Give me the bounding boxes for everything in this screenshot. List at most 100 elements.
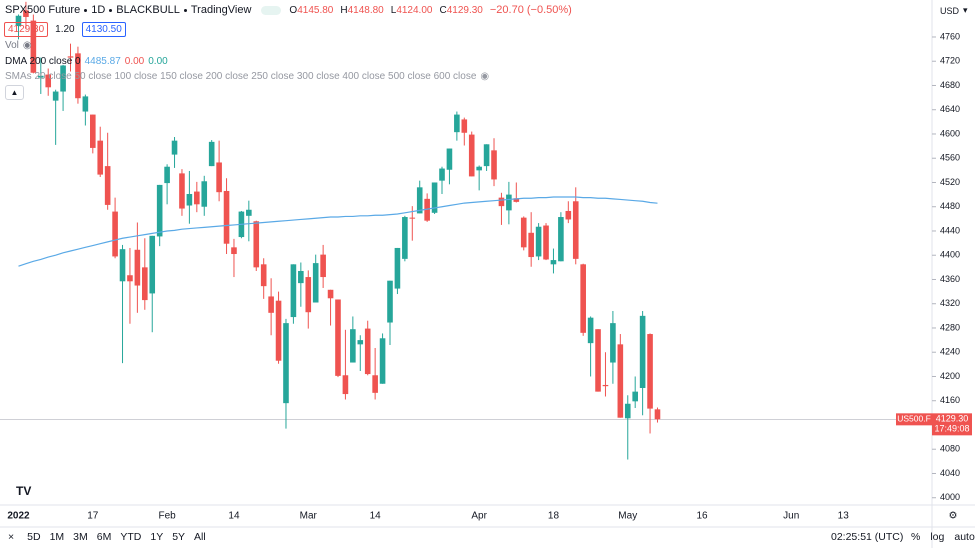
clock: 02:25:51 (UTC) — [831, 531, 904, 543]
indicator-name: DMA 200 close 0 — [5, 56, 81, 67]
candle-body — [90, 114, 96, 148]
x-tick-label: Jun — [783, 511, 799, 522]
countdown: 17:49:08 — [934, 424, 969, 434]
candle-body — [357, 340, 364, 345]
candle-body — [179, 173, 185, 209]
candle-body — [461, 119, 468, 133]
candle-body — [654, 409, 661, 420]
logo: TV — [16, 484, 31, 498]
range-button[interactable]: 1Y — [150, 531, 164, 543]
candle-body — [112, 211, 118, 257]
range-button[interactable]: 6M — [96, 531, 112, 543]
indicator-name: Vol — [5, 40, 19, 51]
candle-body — [305, 277, 312, 313]
y-tick-label: 4680 — [940, 80, 960, 90]
x-tick-label: 17 — [87, 511, 99, 522]
x-tick-label: 16 — [696, 511, 708, 522]
candle-body — [394, 247, 401, 289]
indicator[interactable]: DMA 200 close 0 4485.87 0.00 0.00 — [5, 56, 168, 67]
ohlc-value: 4124.00 — [396, 4, 433, 16]
ohlc-key: O — [289, 4, 298, 16]
x-tick-label: Feb — [158, 511, 176, 522]
plot — [0, 1, 932, 460]
candle-body — [520, 217, 527, 248]
price-symbol-box — [896, 413, 932, 426]
candle-body — [431, 182, 438, 213]
x-tick-label: Apr — [471, 511, 487, 522]
y-tick-label: 4000 — [940, 492, 960, 502]
candle-body — [468, 134, 475, 177]
range-button[interactable]: 5Y — [172, 531, 186, 543]
candle-body — [595, 329, 601, 392]
candle-body — [23, 10, 29, 17]
candle-body — [208, 141, 215, 167]
candle-body — [149, 235, 156, 294]
candle-body — [75, 53, 81, 99]
interval[interactable]: 1D — [91, 4, 106, 16]
expand[interactable]: × — [8, 531, 15, 543]
candle-body — [624, 403, 631, 419]
candle-body — [119, 249, 126, 282]
candle-body — [558, 217, 564, 262]
settings-icon[interactable]: ⚙ — [949, 511, 958, 522]
status-toggle[interactable] — [261, 5, 282, 15]
price-symbol: US500.F — [897, 414, 931, 424]
collapse-button[interactable]: ▲ — [5, 85, 24, 100]
candle-body — [216, 162, 222, 193]
y-tick-label: 4520 — [940, 177, 960, 187]
ask[interactable]: 4130.50 — [81, 22, 126, 37]
candle-body — [290, 264, 297, 318]
range-button[interactable]: All — [194, 531, 206, 543]
currency[interactable]: USD ▾ — [940, 5, 968, 16]
candle-body — [231, 247, 237, 255]
ohlc-key: L — [390, 4, 397, 16]
candle-body — [52, 91, 59, 101]
scale-bar: % log auto — [911, 530, 975, 544]
range-button[interactable]: 1M — [49, 531, 65, 543]
range-button[interactable]: YTD — [120, 531, 142, 543]
y-tick-label: 4320 — [940, 298, 960, 308]
candle-body — [550, 260, 557, 265]
candle-body — [320, 254, 326, 278]
scale-button[interactable]: auto — [954, 531, 975, 543]
range-bar: × 5D 1M 3M 6M YTD 1Y 5Y All — [8, 530, 211, 544]
eye-icon[interactable]: ◉ — [480, 71, 490, 82]
y-tick-label: 4560 — [940, 153, 960, 163]
candle-body — [587, 317, 594, 344]
eye-icon[interactable]: ◉ — [22, 40, 32, 51]
range-button[interactable]: 3M — [73, 531, 88, 543]
candle-body — [298, 270, 304, 284]
scale-button[interactable]: log — [930, 531, 945, 543]
candle-body — [60, 65, 66, 92]
candle-body — [498, 197, 505, 207]
candle-body — [275, 300, 282, 361]
candle-body — [156, 184, 163, 237]
ohlc-value: 4129.30 — [446, 4, 483, 16]
scale-button[interactable]: % — [911, 531, 921, 543]
candle-body — [379, 338, 386, 384]
candle-body — [439, 168, 445, 181]
candle-body — [454, 114, 460, 133]
symbol[interactable]: SPX500 Future — [5, 4, 81, 16]
x-tick-label: 2022 — [7, 511, 30, 522]
bid[interactable]: 4129.30 — [4, 22, 49, 37]
candle-body — [572, 201, 579, 259]
indicator-value: 0.00 — [148, 56, 168, 67]
indicator[interactable]: SMAs 20 close 50 close 100 close 150 clo… — [5, 71, 489, 82]
candle-body — [535, 226, 542, 257]
candle-body — [253, 221, 260, 268]
candle-body — [268, 296, 274, 313]
range-button[interactable]: 5D — [27, 531, 41, 543]
candle-body — [312, 263, 319, 303]
y-tick-label: 4720 — [940, 56, 960, 66]
candle-body — [364, 328, 371, 375]
x-tick-label: May — [618, 511, 637, 522]
x-tick-label: Mar — [300, 511, 318, 522]
ohlc-value: 4148.80 — [347, 4, 384, 16]
indicator[interactable]: Vol ◉ — [5, 40, 32, 51]
candle-body — [335, 299, 341, 376]
candle-body — [483, 144, 490, 167]
currency-label[interactable]: USD — [940, 5, 960, 16]
candle-body — [580, 264, 586, 333]
